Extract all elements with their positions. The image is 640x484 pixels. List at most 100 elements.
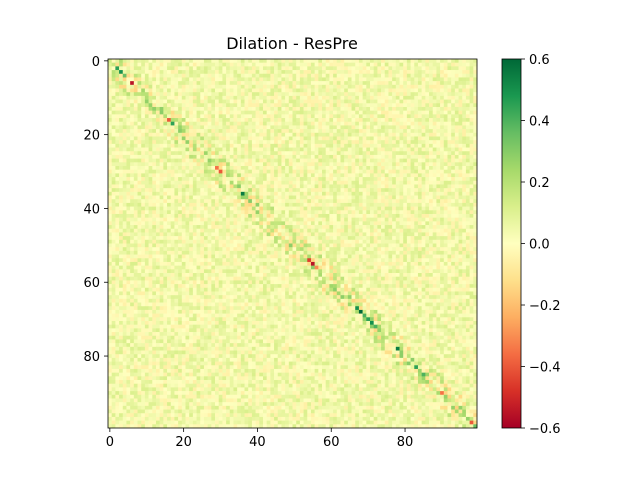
heatmap-cell	[392, 158, 397, 163]
heatmap-cell	[362, 121, 367, 126]
heatmap-cell	[403, 92, 408, 97]
heatmap-cell	[417, 132, 422, 137]
heatmap-cell	[266, 143, 271, 148]
heatmap-cell	[296, 188, 301, 193]
heatmap-cell	[196, 88, 201, 93]
heatmap-cell	[436, 110, 441, 115]
heatmap-cell	[137, 180, 142, 185]
heatmap-cell	[325, 70, 330, 75]
heatmap-cell	[251, 191, 256, 196]
heatmap-cell	[340, 236, 345, 241]
heatmap-cell	[207, 110, 212, 115]
heatmap-cell	[299, 195, 304, 200]
heatmap-cell	[473, 173, 478, 178]
heatmap-cell	[351, 206, 356, 211]
heatmap-cell	[414, 77, 419, 82]
heatmap-cell	[229, 151, 234, 156]
heatmap-cell	[200, 206, 205, 211]
heatmap-cell	[215, 202, 219, 207]
heatmap-cell	[473, 147, 478, 152]
heatmap-cell	[137, 154, 142, 159]
heatmap-cell	[163, 154, 168, 159]
heatmap-cell	[108, 158, 112, 163]
heatmap-cell	[377, 169, 382, 174]
heatmap-cell	[421, 162, 426, 167]
heatmap-cell	[144, 225, 149, 230]
heatmap-cell	[270, 103, 275, 108]
heatmap-cell	[454, 221, 459, 226]
heatmap-cell	[307, 66, 312, 71]
heatmap-cell	[429, 213, 434, 218]
heatmap-cell	[344, 99, 349, 104]
heatmap-cell	[192, 95, 197, 100]
heatmap-cell	[137, 143, 142, 148]
heatmap-cell	[111, 92, 116, 97]
heatmap-cell	[395, 125, 400, 130]
heatmap-cell	[362, 206, 367, 211]
heatmap-cell	[443, 125, 448, 130]
heatmap-cell	[333, 180, 338, 185]
heatmap-cell	[215, 199, 219, 204]
heatmap-cell	[469, 136, 474, 141]
heatmap-cell	[377, 103, 382, 108]
heatmap-cell	[226, 88, 231, 93]
heatmap-cell	[417, 77, 422, 82]
heatmap-cell	[303, 66, 308, 71]
heatmap-cell	[473, 88, 478, 93]
heatmap-cell	[462, 147, 467, 152]
heatmap-cell	[144, 217, 149, 222]
heatmap-cell	[351, 132, 356, 137]
heatmap-cell	[358, 225, 363, 230]
heatmap-cell	[274, 95, 279, 100]
heatmap-cell	[244, 99, 249, 104]
heatmap-cell	[310, 77, 315, 82]
heatmap-cell	[347, 66, 352, 71]
heatmap-cell	[292, 210, 297, 215]
heatmap-cell	[462, 217, 467, 222]
heatmap-cell	[395, 95, 400, 100]
heatmap-cell	[274, 202, 279, 207]
heatmap-cell	[458, 228, 463, 233]
heatmap-cell	[358, 99, 363, 104]
heatmap-cell	[181, 59, 186, 63]
heatmap-cell	[458, 136, 463, 141]
heatmap-cell	[163, 73, 168, 78]
heatmap-cell	[406, 140, 411, 145]
heatmap-cell	[406, 121, 411, 126]
heatmap-cell	[299, 118, 304, 123]
heatmap-cell	[303, 228, 308, 233]
heatmap-cell	[358, 103, 363, 108]
heatmap-cell	[189, 143, 194, 148]
heatmap-cell	[237, 173, 242, 178]
heatmap-cell	[244, 184, 249, 189]
heatmap-cell	[108, 118, 112, 123]
heatmap-cell	[395, 191, 400, 196]
heatmap-cell	[351, 95, 356, 100]
heatmap-cell	[259, 66, 264, 71]
heatmap-cell	[255, 177, 260, 182]
heatmap-cell	[233, 228, 238, 233]
heatmap-cell	[310, 81, 315, 86]
heatmap-cell	[133, 239, 138, 244]
heatmap-cell	[244, 73, 249, 78]
heatmap-cell	[189, 225, 194, 230]
heatmap-cell	[159, 184, 164, 189]
heatmap-cell	[207, 225, 212, 230]
heatmap-cell	[344, 62, 349, 67]
heatmap-cell	[443, 62, 448, 67]
heatmap-cell	[148, 92, 153, 97]
heatmap-cell	[126, 228, 131, 233]
heatmap-cell	[303, 188, 308, 193]
heatmap-cell	[115, 121, 120, 126]
heatmap-cell	[119, 210, 124, 215]
heatmap-cell	[322, 92, 327, 97]
heatmap-cell	[207, 77, 212, 82]
heatmap-cell	[255, 147, 260, 152]
heatmap-cell	[148, 180, 153, 185]
heatmap-cell	[215, 77, 219, 82]
heatmap-cell	[469, 166, 474, 170]
heatmap-cell	[207, 236, 212, 241]
heatmap-cell	[285, 239, 290, 244]
heatmap-cell	[240, 136, 245, 141]
heatmap-cell	[255, 232, 260, 237]
